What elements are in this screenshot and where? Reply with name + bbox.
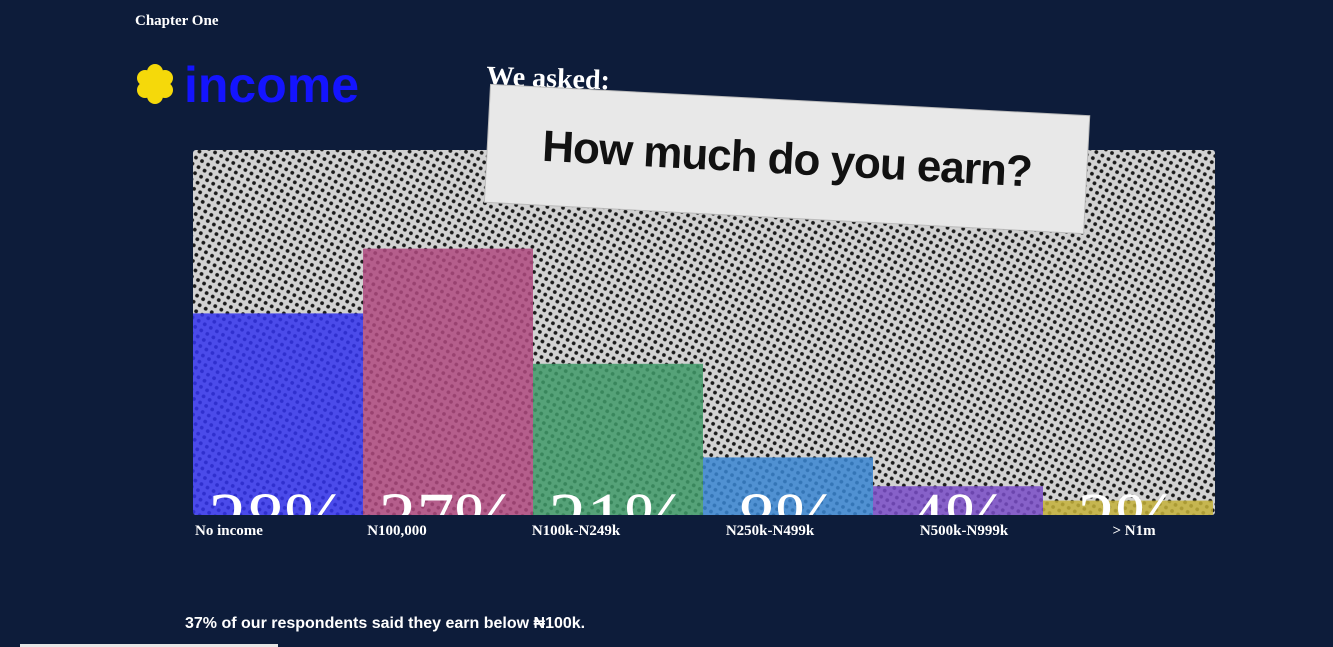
chart-area: 28% 37% 21% 8% 4% 2% bbox=[193, 150, 1215, 562]
footnote: 37% of our respondents said they earn be… bbox=[185, 615, 585, 632]
question-paper: How much do you earn? bbox=[483, 83, 1091, 235]
value-label: 28% bbox=[208, 478, 347, 562]
value-label: 21% bbox=[548, 478, 687, 562]
category-label: > N1m bbox=[1112, 523, 1156, 539]
value-label: 37% bbox=[378, 478, 517, 562]
category-label: N500k-N999k bbox=[920, 523, 1009, 539]
paper bbox=[483, 83, 1091, 235]
value-label: 8% bbox=[737, 478, 838, 562]
value-label: 2% bbox=[1077, 478, 1178, 562]
category-label: N250k-N499k bbox=[726, 523, 815, 539]
bar bbox=[363, 248, 533, 515]
bar bbox=[1043, 500, 1213, 515]
progress-bar bbox=[20, 644, 278, 647]
chapter-label: Chapter One bbox=[135, 13, 219, 29]
value-label: 4% bbox=[907, 478, 1008, 562]
flower-icon bbox=[137, 64, 173, 104]
bar bbox=[193, 313, 363, 515]
category-labels: No income N100,000 N100k-N249k N250k-N499k N… bbox=[195, 523, 1156, 539]
category-label: N100k-N249k bbox=[532, 523, 621, 539]
category-label: N100,000 bbox=[367, 523, 427, 539]
bar bbox=[533, 363, 703, 515]
section-title: income bbox=[184, 57, 359, 113]
bar bbox=[703, 457, 873, 515]
bar bbox=[873, 486, 1043, 515]
category-label: No income bbox=[195, 523, 263, 539]
